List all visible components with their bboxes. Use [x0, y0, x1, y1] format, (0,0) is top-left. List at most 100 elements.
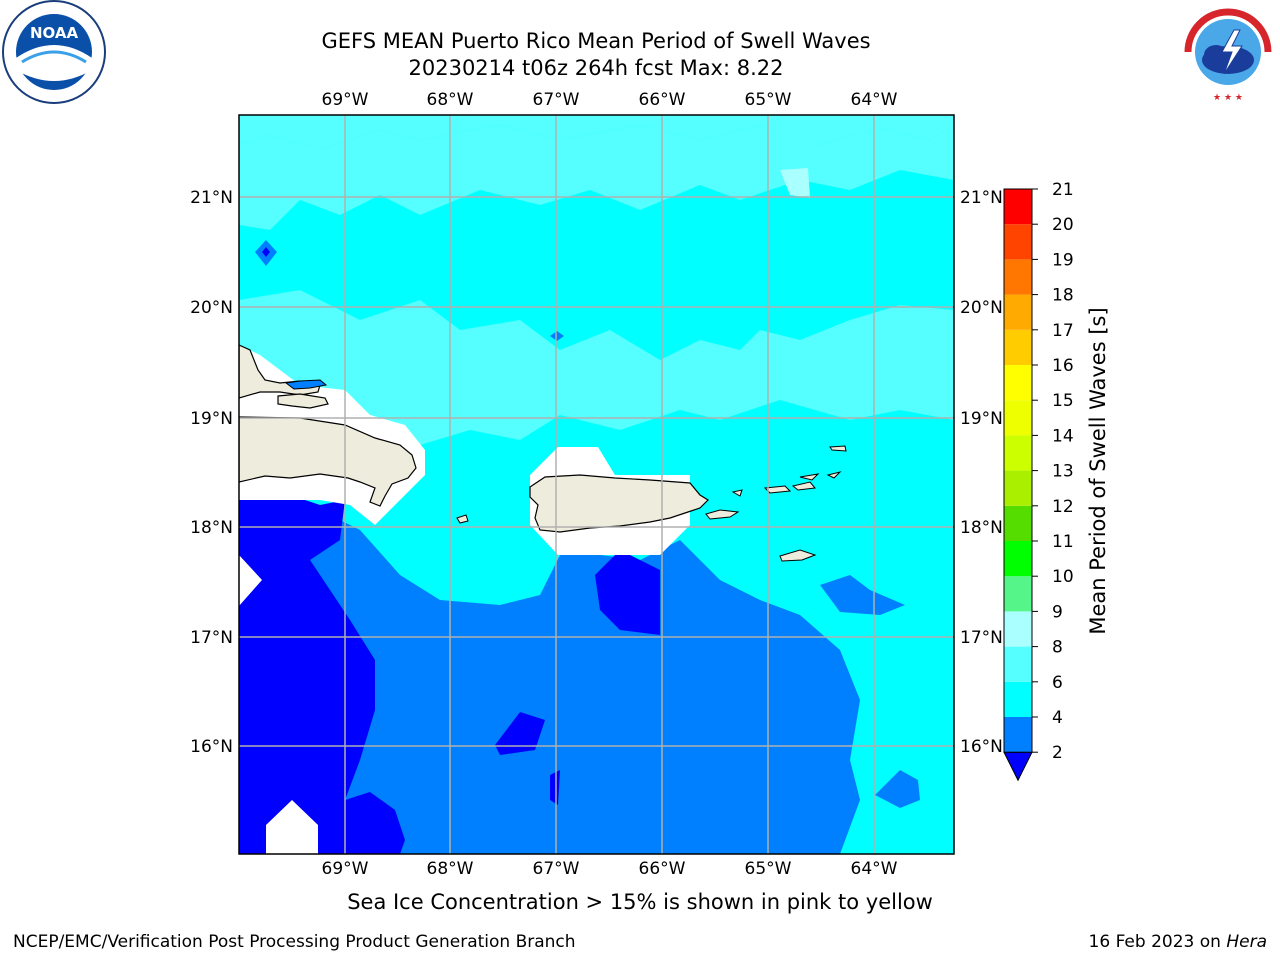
lon-label-top: 68°W: [427, 90, 474, 110]
lon-label-bottom: 68°W: [427, 859, 474, 879]
colorbar-band: [1004, 294, 1032, 330]
land-culebra: [731, 489, 743, 497]
swell-band-4s-south: [239, 495, 860, 854]
colorbar-band: [1004, 541, 1032, 577]
colorbar-tick-label: 13: [1052, 462, 1074, 482]
colorbar-tick-label: 4: [1052, 708, 1063, 728]
lat-label-left: 20°N: [190, 298, 233, 318]
colorbar-tick-label: 18: [1052, 286, 1074, 306]
colorbar-extend-arrow: [1003, 751, 1033, 782]
colorbar-band: [1004, 611, 1032, 647]
land-mona: [456, 514, 469, 524]
lat-label-right: 17°N: [960, 628, 1003, 648]
lon-label-bottom: 69°W: [322, 859, 369, 879]
land-puerto-rico: [529, 474, 709, 533]
graticule: [239, 115, 954, 854]
lat-label-right: 19°N: [960, 409, 1003, 429]
swell-patch-2s-small: [495, 712, 545, 755]
swell-band-2s-southwest: [239, 495, 405, 854]
colorbar-band: [1004, 400, 1032, 436]
map-frame: [238, 114, 955, 855]
colorbar-tick-label: 6: [1052, 673, 1063, 693]
colorbar-tick-label: 9: [1052, 602, 1063, 622]
noaa-logo-text: NOAA: [30, 24, 79, 42]
swell-patch-bay: [284, 379, 328, 390]
land-hispaniola: [239, 416, 417, 507]
colorbar: 2 4 6 8 9 10 11 12 13 14 15 16 17 18 19 20 21: [1003, 180, 1074, 782]
colorbar-tick-label: 21: [1052, 180, 1074, 200]
land-samana: [277, 393, 329, 409]
lat-labels-right: 21°N 20°N 19°N 18°N 17°N 16°N: [960, 188, 1003, 757]
land-st-croix: [779, 549, 817, 562]
lat-label-left: 17°N: [190, 628, 233, 648]
colorbar-band: [1004, 576, 1032, 612]
lat-label-left: 19°N: [190, 409, 233, 429]
nws-stars: ★ ★ ★: [1213, 93, 1243, 103]
lon-labels-bottom: 69°W 68°W 67°W 66°W 65°W 64°W: [322, 859, 898, 879]
colorbar-band: [1004, 435, 1032, 471]
colorbar-band: [1004, 470, 1032, 506]
lon-label-top: 66°W: [639, 90, 686, 110]
noaa-logo: NOAA: [2, 0, 106, 104]
colorbar-tick-label: 14: [1052, 426, 1074, 446]
colorbar-band: [1004, 329, 1032, 365]
lon-label-top: 65°W: [745, 90, 792, 110]
footer-machine: Hera: [1226, 932, 1267, 952]
lat-label-right: 20°N: [960, 298, 1003, 318]
lat-label-right: 18°N: [960, 518, 1003, 538]
colorbar-label: Mean Period of Swell Waves [s]: [1086, 307, 1110, 634]
colorbar-tick-label: 10: [1052, 567, 1074, 587]
swell-spot-north: [550, 331, 564, 341]
colorbar-band: [1004, 224, 1032, 260]
lon-label-bottom: 66°W: [639, 859, 686, 879]
swell-spot-west-core: [262, 247, 270, 257]
swell-band-8s-north: [239, 115, 954, 150]
land-tortola: [799, 473, 820, 481]
lat-label-left: 16°N: [190, 737, 233, 757]
lat-label-left: 18°N: [190, 518, 233, 538]
sea-ice-note: Sea Ice Concentration > 15% is shown in …: [347, 890, 933, 914]
colorbar-tick-label: 17: [1052, 321, 1074, 341]
footer-date-text: 16 Feb 2023 on: [1088, 932, 1221, 952]
colorbar-tick-label: 12: [1052, 497, 1074, 517]
nws-logo: ★ ★ ★: [1178, 2, 1278, 103]
nodata-southwest: [266, 800, 318, 854]
land-st-john: [791, 481, 816, 491]
swell-patch-2s-sliver: [550, 770, 560, 805]
colorbar-tick-label: 11: [1052, 532, 1074, 552]
lat-label-right: 16°N: [960, 737, 1003, 757]
colorbar-tick-label: 8: [1052, 638, 1063, 658]
lon-label-bottom: 67°W: [533, 859, 580, 879]
colorbar-band: [1004, 717, 1032, 753]
swell-band-8s-north-2: [239, 125, 954, 230]
land-vieques: [705, 509, 740, 520]
lon-label-bottom: 64°W: [851, 859, 898, 879]
lon-label-bottom: 65°W: [745, 859, 792, 879]
land-virgin-gorda: [826, 471, 842, 479]
land-anegada: [829, 445, 847, 452]
chart-title: GEFS MEAN Puerto Rico Mean Period of Swe…: [321, 29, 871, 53]
colorbar-tick-label: 15: [1052, 391, 1074, 411]
colorbar-band: [1004, 681, 1032, 717]
swell-patch-9s: [780, 168, 810, 198]
colorbar-band: [1004, 189, 1032, 225]
lon-label-top: 67°W: [533, 90, 580, 110]
swell-patch-4s-east: [820, 575, 905, 615]
nodata-west: [239, 555, 262, 606]
colorbar-tick-label: 2: [1052, 743, 1063, 763]
lat-label-left: 21°N: [190, 188, 233, 208]
lat-label-right: 21°N: [960, 188, 1003, 208]
map-panel: [239, 115, 954, 854]
swell-patch-4s-southeast: [875, 770, 920, 808]
footer-credit: NCEP/EMC/Verification Post Processing Pr…: [13, 932, 576, 952]
colorbar-tick-label: 16: [1052, 356, 1074, 376]
colorbar-band: [1004, 365, 1032, 401]
footer-date: 16 Feb 2023 on Hera: [1089, 932, 1267, 952]
lon-labels-top: 69°W 68°W 67°W 66°W 65°W 64°W: [322, 90, 898, 110]
chart-subtitle: 20230214 t06z 264h fcst Max: 8.22: [408, 56, 784, 80]
colorbar-band: [1004, 505, 1032, 541]
swell-patch-2s-south: [595, 550, 660, 635]
lon-label-top: 64°W: [851, 90, 898, 110]
lon-label-top: 69°W: [322, 90, 369, 110]
